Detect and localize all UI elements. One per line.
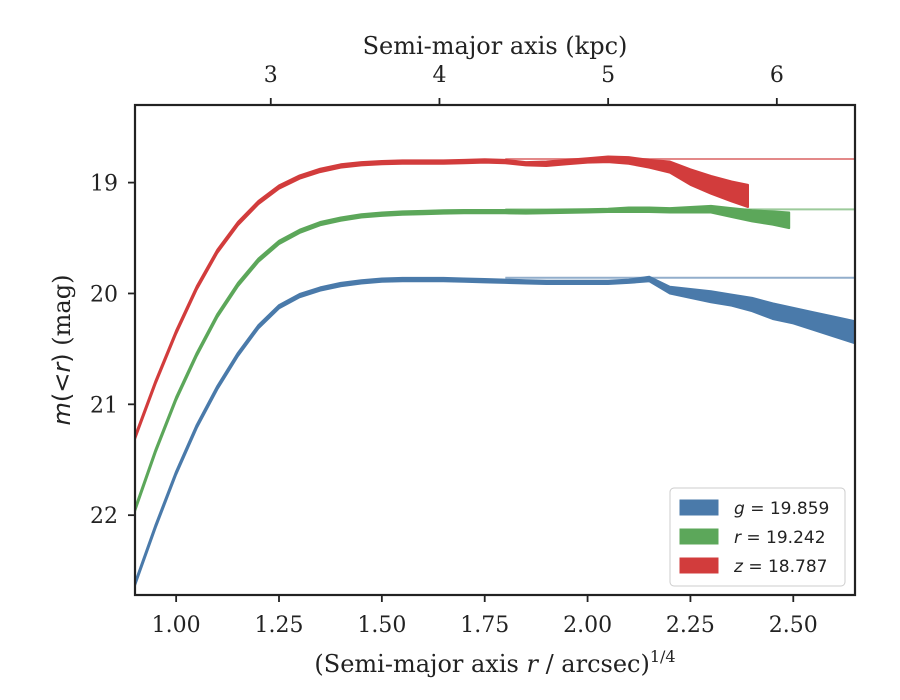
x-tick-label: 1.75: [460, 613, 509, 638]
top-x-axis-ticks: 3 4 5 6: [264, 63, 784, 105]
y-tick-label: 22: [90, 504, 118, 529]
legend-swatch-z: [679, 557, 719, 574]
band-r: [134, 204, 791, 513]
x-tick-label: 1.50: [357, 613, 406, 638]
total-magnitude-lines: [505, 158, 855, 279]
top-tick-label: 3: [264, 63, 278, 88]
top-tick-label: 4: [432, 63, 446, 88]
top-tick-label: 5: [601, 63, 615, 88]
legend-swatch-r: [679, 528, 719, 545]
legend-label-g: g = 19.859: [734, 499, 829, 519]
x-tick-label: 2.00: [563, 613, 612, 638]
legend-swatch-g: [679, 499, 719, 516]
x-axis-ticks: 1.00 1.25 1.50 1.75 2.00 2.25 2.50: [152, 595, 818, 638]
x-tick-label: 1.25: [255, 613, 304, 638]
x-tick-label: 1.00: [152, 613, 201, 638]
top-x-axis-label: Semi-major axis (kpc): [363, 32, 628, 60]
x-tick-label: 2.50: [769, 613, 818, 638]
plot-frame: [133, 103, 857, 597]
y-tick-label: 19: [90, 172, 118, 197]
legend-label-z: z = 18.787: [733, 557, 827, 577]
x-tick-label: 2.25: [666, 613, 715, 638]
y-tick-label: 21: [90, 393, 118, 418]
y-axis-ticks: 19 20 21 22: [90, 172, 135, 529]
band-z: [134, 155, 749, 441]
y-axis-label: m(<r) (mag): [48, 275, 76, 426]
top-tick-label: 6: [770, 63, 784, 88]
y-tick-label: 20: [90, 282, 118, 307]
legend-label-r: r = 19.242: [734, 528, 826, 548]
legend: g = 19.859 r = 19.242 z = 18.787: [669, 487, 846, 587]
x-axis-label: (Semi-major axis r / arcsec)1/4: [314, 647, 675, 678]
